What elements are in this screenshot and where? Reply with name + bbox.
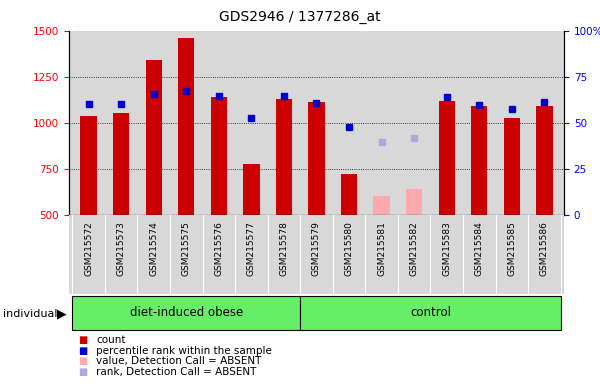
Text: GSM215585: GSM215585 bbox=[508, 221, 517, 276]
Text: ■: ■ bbox=[78, 356, 87, 366]
Bar bbox=[211, 97, 227, 215]
Text: diet-induced obese: diet-induced obese bbox=[130, 306, 243, 319]
Bar bbox=[373, 196, 390, 215]
Bar bbox=[80, 116, 97, 215]
Bar bbox=[308, 102, 325, 215]
Text: GSM215574: GSM215574 bbox=[149, 221, 158, 276]
Text: individual: individual bbox=[3, 309, 58, 319]
Text: GSM215578: GSM215578 bbox=[280, 221, 289, 276]
Bar bbox=[471, 106, 487, 215]
Text: GSM215577: GSM215577 bbox=[247, 221, 256, 276]
Text: count: count bbox=[96, 335, 125, 345]
Text: GSM215572: GSM215572 bbox=[84, 221, 93, 276]
Text: GSM215584: GSM215584 bbox=[475, 221, 484, 276]
Text: control: control bbox=[410, 306, 451, 319]
Text: GSM215580: GSM215580 bbox=[344, 221, 353, 276]
Bar bbox=[243, 164, 260, 215]
Bar bbox=[146, 60, 162, 215]
Text: ■: ■ bbox=[78, 346, 87, 356]
Bar bbox=[113, 113, 129, 215]
FancyBboxPatch shape bbox=[72, 296, 300, 330]
Text: ■: ■ bbox=[78, 367, 87, 377]
Bar bbox=[276, 99, 292, 215]
Text: GDS2946 / 1377286_at: GDS2946 / 1377286_at bbox=[219, 10, 381, 23]
Bar bbox=[439, 101, 455, 215]
Text: GSM215573: GSM215573 bbox=[116, 221, 125, 276]
Text: percentile rank within the sample: percentile rank within the sample bbox=[96, 346, 272, 356]
Text: GSM215575: GSM215575 bbox=[182, 221, 191, 276]
FancyBboxPatch shape bbox=[300, 296, 561, 330]
Text: GSM215581: GSM215581 bbox=[377, 221, 386, 276]
Bar bbox=[504, 118, 520, 215]
Text: GSM215583: GSM215583 bbox=[442, 221, 451, 276]
Bar bbox=[406, 189, 422, 215]
Bar bbox=[178, 38, 194, 215]
Bar bbox=[341, 174, 357, 215]
Text: value, Detection Call = ABSENT: value, Detection Call = ABSENT bbox=[96, 356, 262, 366]
Text: ■: ■ bbox=[78, 335, 87, 345]
Text: GSM215579: GSM215579 bbox=[312, 221, 321, 276]
Text: rank, Detection Call = ABSENT: rank, Detection Call = ABSENT bbox=[96, 367, 256, 377]
Text: GSM215576: GSM215576 bbox=[214, 221, 223, 276]
Text: GSM215582: GSM215582 bbox=[410, 221, 419, 276]
Text: ▶: ▶ bbox=[57, 307, 67, 320]
Text: GSM215586: GSM215586 bbox=[540, 221, 549, 276]
Bar bbox=[536, 106, 553, 215]
